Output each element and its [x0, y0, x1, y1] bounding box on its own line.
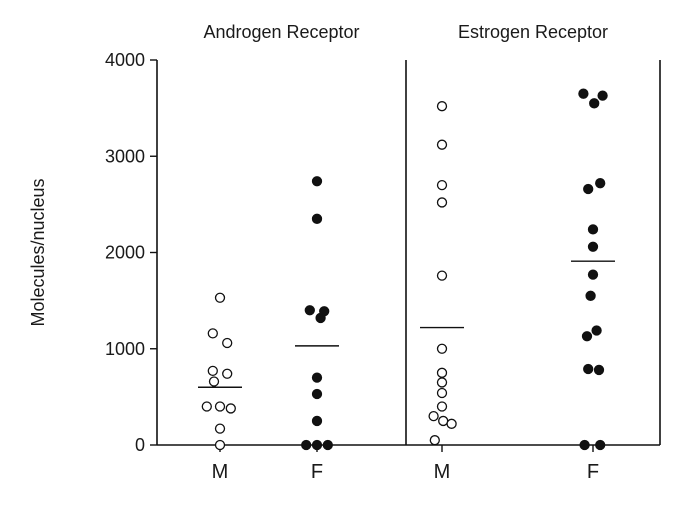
data-point-filled [311, 439, 323, 451]
data-point-filled [315, 312, 326, 324]
data-point-open [208, 376, 220, 387]
data-point-open [214, 423, 226, 434]
data-point-open [438, 415, 449, 427]
y-tick-label: 3000 [105, 146, 145, 166]
panel-title: Estrogen Receptor [458, 22, 608, 42]
data-point-filled [587, 224, 599, 235]
data-point-filled [311, 372, 323, 383]
data-point-open [222, 368, 233, 379]
data-point-filled [322, 439, 333, 451]
data-point-open [428, 410, 439, 422]
data-point-filled [311, 415, 323, 427]
data-point-open [436, 197, 448, 208]
data-point-filled [595, 178, 606, 189]
data-point-open [436, 139, 448, 150]
data-point-open [222, 337, 233, 349]
data-point-open [436, 343, 448, 354]
data-point-filled [311, 213, 323, 224]
panel-title: Androgen Receptor [203, 22, 359, 42]
y-tick-label: 2000 [105, 243, 145, 263]
data-point-filled [585, 290, 596, 301]
data-point-open [436, 377, 448, 388]
data-point-open [436, 367, 448, 378]
data-point-open [214, 292, 226, 303]
marks-group [198, 88, 615, 451]
data-point-open [201, 401, 212, 412]
data-point-open [436, 179, 448, 191]
data-point-filled [591, 325, 602, 336]
data-point-open [436, 101, 448, 112]
data-point-open [214, 401, 226, 412]
x-category-label: M [212, 461, 229, 483]
data-point-filled [587, 241, 599, 252]
data-point-filled [578, 88, 589, 99]
x-category-label: F [311, 461, 323, 483]
y-tick-label: 1000 [105, 339, 145, 359]
data-point-open [446, 418, 457, 429]
labels-group: 0 1000 2000 3000 4000 Molecules/nucleus Androg… [28, 22, 608, 483]
data-point-filled [311, 176, 323, 187]
data-point-open [436, 387, 448, 399]
data-point-filled [583, 183, 594, 195]
data-point-filled [581, 331, 593, 342]
data-point-filled [311, 388, 323, 400]
data-point-filled [583, 363, 594, 375]
y-tick-label: 0 [135, 435, 145, 455]
data-point-open [436, 270, 448, 281]
data-point-open [436, 401, 448, 412]
data-point-filled [595, 439, 606, 451]
data-point-filled [579, 439, 590, 451]
data-point-filled [304, 305, 315, 316]
data-point-open [207, 365, 218, 377]
data-point-open [214, 439, 226, 451]
data-point-filled [589, 98, 600, 109]
data-point-filled [593, 364, 605, 376]
data-point-open [429, 435, 440, 446]
data-point-filled [587, 269, 599, 280]
x-category-label: F [587, 461, 599, 483]
data-point-open [207, 328, 218, 339]
y-tick-label: 4000 [105, 50, 145, 70]
axes-group [150, 59, 661, 452]
x-category-label: M [434, 461, 451, 483]
data-point-filled [301, 439, 312, 451]
y-axis-title: Molecules/nucleus [28, 178, 48, 326]
data-point-filled [597, 90, 608, 101]
data-point-open [225, 403, 236, 414]
